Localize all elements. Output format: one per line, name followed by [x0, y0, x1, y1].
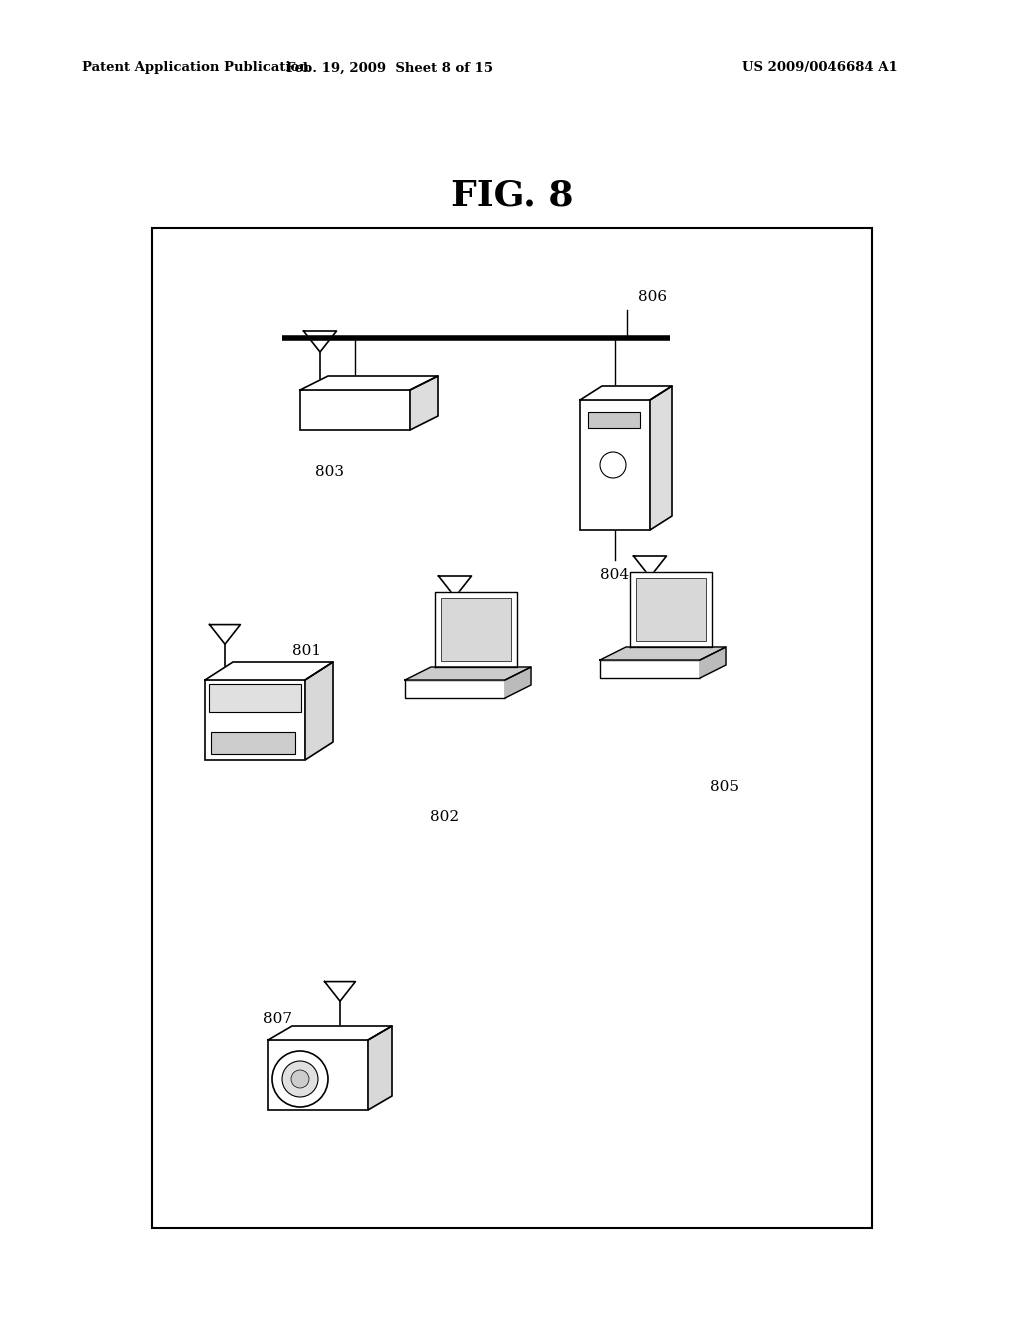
Text: 805: 805 — [710, 780, 739, 795]
Polygon shape — [368, 1026, 392, 1110]
Bar — [209, 684, 301, 711]
Text: US 2009/0046684 A1: US 2009/0046684 A1 — [742, 62, 898, 74]
Text: 807: 807 — [263, 1012, 293, 1026]
Circle shape — [272, 1051, 328, 1107]
Text: 802: 802 — [430, 810, 460, 824]
Polygon shape — [300, 376, 438, 389]
Bar — [441, 598, 511, 661]
Text: FIG. 8: FIG. 8 — [451, 178, 573, 213]
Polygon shape — [630, 572, 712, 647]
Bar — [205, 680, 305, 760]
Polygon shape — [406, 667, 531, 680]
Polygon shape — [580, 385, 672, 400]
Polygon shape — [305, 663, 333, 760]
Polygon shape — [600, 647, 726, 660]
Bar — [588, 412, 640, 428]
Polygon shape — [650, 385, 672, 531]
Circle shape — [600, 451, 626, 478]
Bar — [152, 228, 872, 1228]
Polygon shape — [410, 376, 438, 430]
Polygon shape — [435, 591, 517, 667]
Bar — [268, 1040, 368, 1110]
Text: Feb. 19, 2009  Sheet 8 of 15: Feb. 19, 2009 Sheet 8 of 15 — [287, 62, 494, 74]
Text: 803: 803 — [315, 465, 344, 479]
Circle shape — [282, 1061, 318, 1097]
Bar — [580, 400, 650, 531]
Polygon shape — [505, 667, 531, 698]
Text: 801: 801 — [292, 644, 322, 657]
Bar — [300, 389, 410, 430]
Polygon shape — [205, 663, 333, 680]
Bar — [636, 578, 706, 642]
Text: 804: 804 — [600, 568, 630, 582]
Polygon shape — [700, 647, 726, 678]
Text: 806: 806 — [638, 290, 667, 304]
Text: Patent Application Publication: Patent Application Publication — [82, 62, 309, 74]
Polygon shape — [268, 1026, 392, 1040]
Circle shape — [291, 1071, 309, 1088]
Bar — [211, 733, 295, 754]
Bar — [600, 660, 700, 678]
Bar — [406, 680, 505, 698]
